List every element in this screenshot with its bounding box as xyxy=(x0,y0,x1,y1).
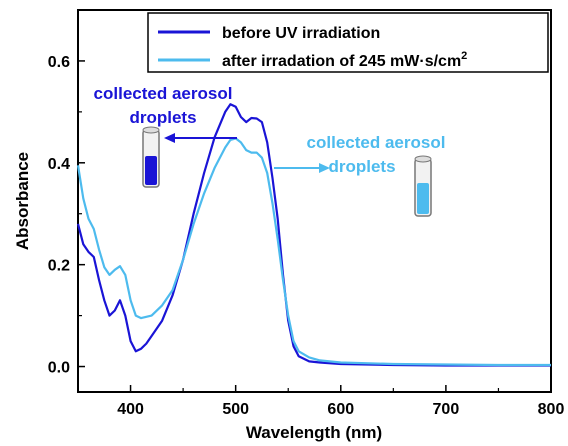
series-line-after xyxy=(76,137,551,367)
y-tick-label: 0.2 xyxy=(48,258,70,275)
annotation-before-arrowhead xyxy=(164,133,175,143)
annotation-after-arrowhead xyxy=(319,163,330,173)
legend: before UV irradiation after irradation o… xyxy=(147,12,549,73)
y-tick-label: 0.6 xyxy=(48,54,70,71)
legend-label-after-sup: 2 xyxy=(461,50,467,62)
x-tick-label: 700 xyxy=(433,401,460,418)
annotation-before-line2: droplets xyxy=(129,108,196,127)
plot-frame xyxy=(77,9,552,393)
x-tick-label: 400 xyxy=(117,401,144,418)
annotation-before-line1: collected aerosol xyxy=(94,84,233,103)
annotation-before: collected aerosol droplets xyxy=(94,84,237,188)
legend-label-after: after irradation of 245 mW·s/cm2 xyxy=(222,50,467,70)
x-axis: 400 500 600 700 800 xyxy=(77,385,565,418)
x-tick-label: 600 xyxy=(327,401,354,418)
legend-label-before: before UV irradiation xyxy=(222,25,380,42)
annotation-after-line2: droplets xyxy=(328,157,395,176)
vial-after-icon xyxy=(414,155,432,217)
annotation-after-line1: collected aerosol xyxy=(307,133,446,152)
y-tick-label: 0.4 xyxy=(48,156,70,173)
annotation-after: collected aerosol droplets xyxy=(274,133,446,217)
y-axis: 0.0 0.2 0.4 0.6 xyxy=(48,54,85,377)
series-line-before xyxy=(76,103,551,367)
x-axis-title: Wavelength (nm) xyxy=(246,423,382,442)
vial-before-icon xyxy=(142,126,160,188)
series-group xyxy=(76,103,551,367)
y-tick-label: 0.0 xyxy=(48,360,70,377)
legend-box xyxy=(147,12,549,73)
x-tick-label: 800 xyxy=(538,401,565,418)
y-axis-title: Absorbance xyxy=(13,152,32,250)
x-tick-label: 500 xyxy=(222,401,249,418)
legend-label-after-main: after irradation of 245 mW·s/cm xyxy=(222,53,461,70)
